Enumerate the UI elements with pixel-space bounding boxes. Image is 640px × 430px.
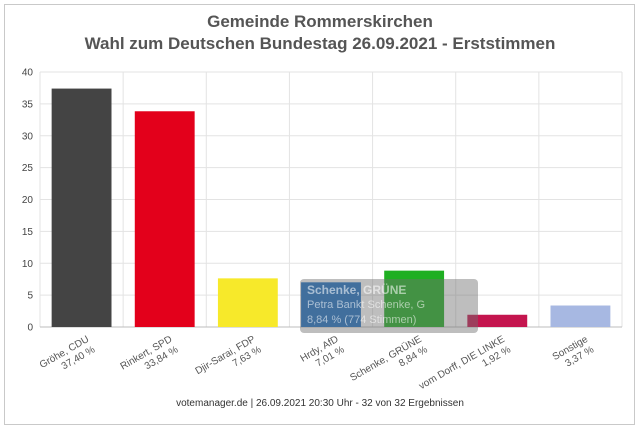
y-tick-label: 15	[22, 227, 34, 238]
bar-tooltip: Schenke, GRÜNE Petra Bankt Schenke, G 8,…	[300, 279, 478, 333]
tooltip-line-1: Petra Bankt Schenke, G	[307, 299, 426, 311]
y-tick-label: 20	[22, 195, 34, 206]
chart-footer: votemanager.de | 26.09.2021 20:30 Uhr - …	[176, 398, 464, 409]
y-tick-label: 5	[27, 291, 33, 302]
y-tick-label: 40	[22, 68, 34, 79]
x-tick-label: Gröhe, CDU37,40 %	[38, 334, 97, 381]
bar	[134, 111, 195, 328]
chart-subtitle: Wahl zum Deutschen Bundestag 26.09.2021 …	[84, 34, 556, 53]
tooltip-header: Schenke, GRÜNE	[307, 283, 407, 297]
x-tick-label: Rinkert, SPD33,84 %	[119, 334, 181, 383]
x-tick-label: vom Dorff, DIE LINKE1,92 %	[417, 334, 513, 403]
bar	[384, 270, 445, 327]
chart-title: Gemeinde Rommerskirchen	[207, 12, 433, 31]
bar	[467, 314, 528, 327]
y-tick-label: 0	[27, 323, 33, 334]
y-tick-label: 35	[22, 99, 34, 110]
y-tick-label: 25	[22, 163, 34, 174]
x-tick-label: Sonstige3,37 %	[551, 334, 597, 374]
bar	[217, 278, 278, 327]
x-tick-label: Hrdy, AfD7,01 %	[299, 334, 347, 375]
bar	[301, 282, 361, 327]
tooltip-line-2: 8,84 % (774 Stimmen)	[307, 314, 417, 326]
bar	[51, 88, 112, 327]
x-tick-label: Djir-Sarai, FDP7,63 %	[194, 334, 264, 388]
y-tick-label: 10	[22, 259, 34, 270]
bar	[550, 305, 611, 327]
y-tick-label: 30	[22, 131, 34, 142]
